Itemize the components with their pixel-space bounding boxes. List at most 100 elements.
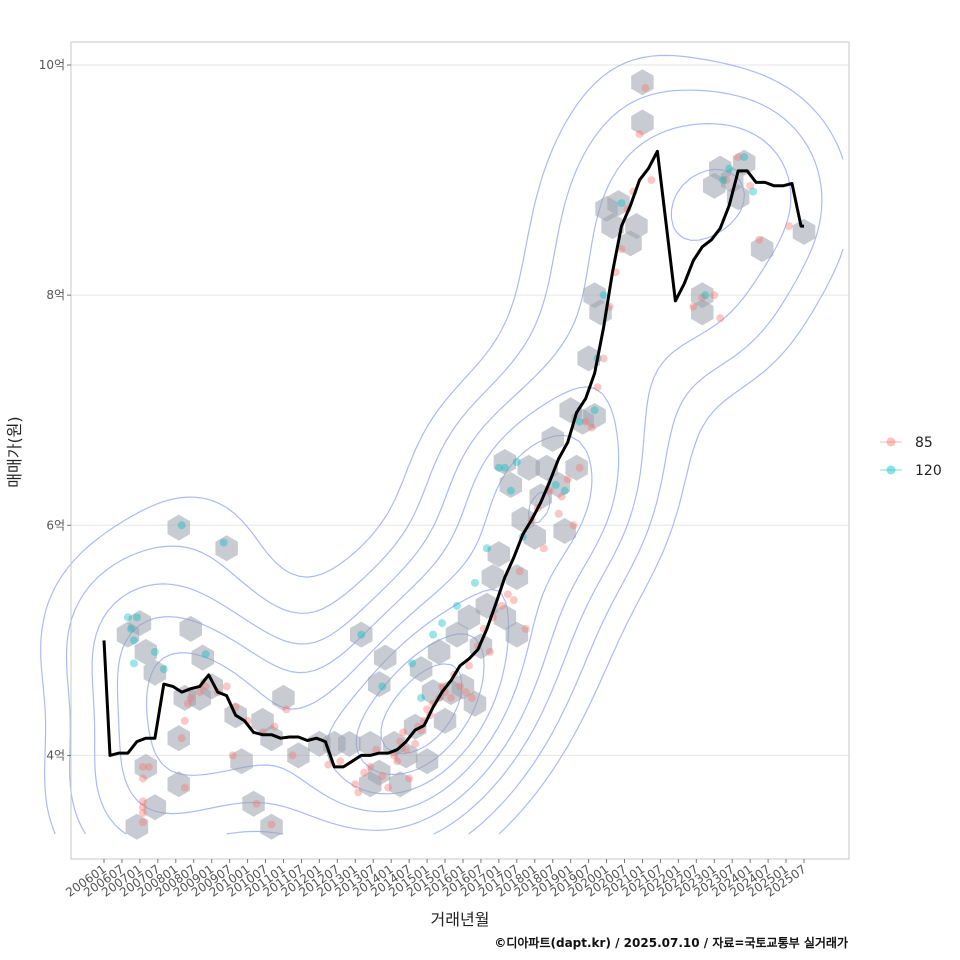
hexbin <box>260 813 283 840</box>
grid <box>71 64 849 756</box>
data-point-120 <box>452 601 461 610</box>
hexbin <box>403 713 427 740</box>
data-point-85 <box>593 383 602 392</box>
hexbin <box>287 742 310 769</box>
hexbin <box>565 454 588 481</box>
data-point-85 <box>270 722 279 731</box>
data-point-85 <box>509 596 518 605</box>
legend-swatch-120 <box>886 465 896 475</box>
density-contours <box>40 54 844 835</box>
hexbin <box>625 213 648 240</box>
legend-swatch-85 <box>886 437 896 447</box>
data-point-85 <box>569 521 578 530</box>
hexbin <box>409 656 433 683</box>
data-point-85 <box>563 475 572 484</box>
hexbin <box>732 149 756 176</box>
hexbin <box>601 213 624 240</box>
data-point-85 <box>288 751 297 760</box>
hexbin <box>179 615 202 642</box>
hexbin <box>143 659 167 686</box>
data-point-85 <box>710 291 719 300</box>
data-point-120 <box>494 463 503 472</box>
y-tick-label: 8억 <box>46 288 65 302</box>
hexbin <box>505 621 529 648</box>
legend: 85 120 <box>880 435 942 479</box>
legend-label-120: 120 <box>915 463 942 479</box>
hexbin <box>394 742 418 769</box>
contour-line <box>40 54 844 835</box>
data-point-85 <box>138 797 147 806</box>
data-point-85 <box>390 751 399 760</box>
data-point-85 <box>183 699 192 708</box>
hexbin <box>272 684 295 711</box>
hexbin <box>191 644 214 671</box>
data-point-85 <box>554 509 563 518</box>
hexbin <box>607 190 630 217</box>
data-point-85 <box>617 245 626 254</box>
data-point-85 <box>351 780 360 789</box>
data-point-120 <box>177 521 186 530</box>
data-point-85 <box>138 803 147 812</box>
data-point-85 <box>405 774 414 783</box>
data-point-85 <box>521 624 530 633</box>
data-point-120 <box>590 406 599 415</box>
legend-label-85: 85 <box>915 435 933 451</box>
trend-line <box>102 149 804 769</box>
hexbin <box>463 690 487 717</box>
data-point-120 <box>470 578 479 587</box>
y-axis-title: 매매가(원) <box>5 416 24 487</box>
hexbin <box>457 604 481 631</box>
data-point-85 <box>689 302 698 311</box>
data-point-85 <box>467 693 476 702</box>
hexbin <box>433 707 457 734</box>
data-point-85 <box>252 799 261 808</box>
hexbin <box>388 771 412 798</box>
data-point-85 <box>366 762 375 771</box>
data-point-85 <box>734 153 743 162</box>
data-point-120 <box>126 624 135 633</box>
data-point-120 <box>599 291 608 300</box>
data-point-85 <box>180 783 189 792</box>
data-point-85 <box>423 705 432 714</box>
data-point-120 <box>123 613 132 622</box>
data-point-120 <box>129 659 138 668</box>
hexbin <box>547 472 570 498</box>
data-point-85 <box>722 176 731 185</box>
data-point-85 <box>138 774 147 783</box>
data-point-120 <box>132 613 141 622</box>
data-point-85 <box>138 808 147 817</box>
data-point-85 <box>647 176 656 185</box>
data-point-120 <box>150 647 159 656</box>
data-point-120 <box>438 619 447 628</box>
data-point-85 <box>641 84 650 93</box>
legend-item-120: 120 <box>880 463 942 479</box>
data-point-120 <box>740 153 749 162</box>
data-point-85 <box>785 222 794 231</box>
hexbin <box>167 725 190 752</box>
hexbin <box>368 759 391 786</box>
data-point-85 <box>411 739 420 748</box>
hexbin <box>505 564 529 591</box>
legend-item-85: 85 <box>880 435 933 451</box>
data-point-85 <box>557 492 566 501</box>
data-point-85 <box>267 820 276 829</box>
plot-border <box>70 41 850 860</box>
hexbin <box>134 638 158 665</box>
x-axis-title: 거래년월 <box>431 910 490 929</box>
data-point-85 <box>324 760 333 769</box>
data-point-85 <box>635 130 644 139</box>
hexbin <box>499 472 523 498</box>
hexbin <box>792 218 816 245</box>
y-axis: 4억 6억 8억 10억 <box>39 58 71 762</box>
data-point-85 <box>539 544 548 553</box>
data-point-85 <box>222 682 231 691</box>
data-point-120 <box>560 486 569 495</box>
data-point-85 <box>581 417 590 426</box>
data-point-85 <box>228 751 237 760</box>
hexbin <box>517 454 540 481</box>
data-point-120 <box>500 463 509 472</box>
hexbin <box>134 753 158 780</box>
data-point-120 <box>429 630 438 639</box>
data-point-120 <box>417 693 426 702</box>
hexbin <box>451 673 475 700</box>
